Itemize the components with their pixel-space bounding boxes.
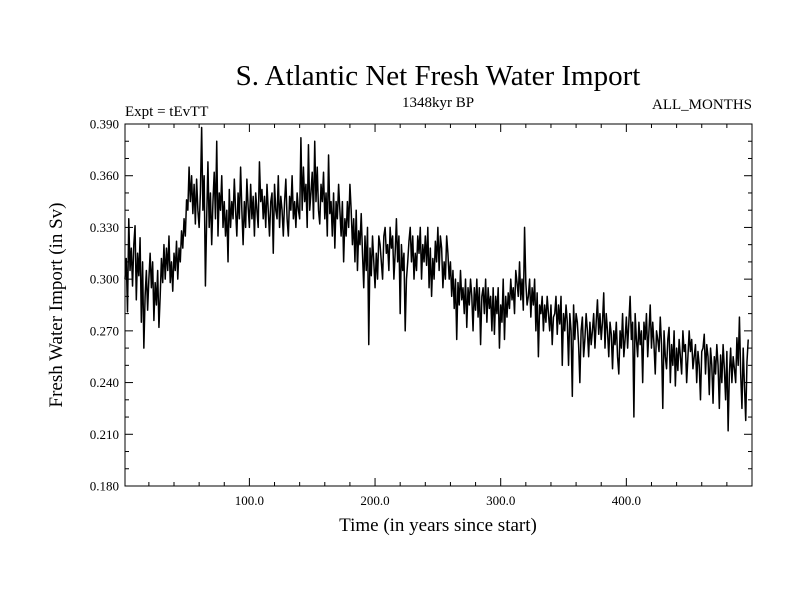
subtitle-left: Expt = tEvTT xyxy=(125,104,208,120)
y-tick-label: 0.240 xyxy=(90,375,119,390)
x-tick-label: 300.0 xyxy=(486,493,515,508)
y-tick-label: 0.180 xyxy=(90,479,119,494)
x-axis-label: Time (in years since start) xyxy=(339,515,537,536)
y-tick-label: 0.330 xyxy=(90,220,119,235)
y-tick-label: 0.300 xyxy=(90,272,119,287)
y-tick-label: 0.270 xyxy=(90,323,119,338)
y-tick-label: 0.210 xyxy=(90,427,119,442)
x-tick-label: 100.0 xyxy=(235,493,264,508)
series-line-fresh-water-import xyxy=(124,126,749,432)
chart-title: S. Atlantic Net Fresh Water Import xyxy=(236,60,641,92)
y-axis-label: Fresh Water Import (in Sv) xyxy=(46,203,67,408)
subtitle-center: 1348kyr BP xyxy=(402,95,474,111)
y-tick-label: 0.360 xyxy=(90,168,119,183)
plot-frame xyxy=(124,123,753,487)
x-tick-label: 200.0 xyxy=(360,493,389,508)
y-tick-label: 0.390 xyxy=(90,117,119,132)
subtitle-right: ALL_MONTHS xyxy=(652,97,752,113)
x-tick-label: 400.0 xyxy=(612,493,641,508)
axis-tick-labels: 100.0 200.0 300.0 400.0 0.180 0.210 0.240 0.270… xyxy=(90,117,641,509)
